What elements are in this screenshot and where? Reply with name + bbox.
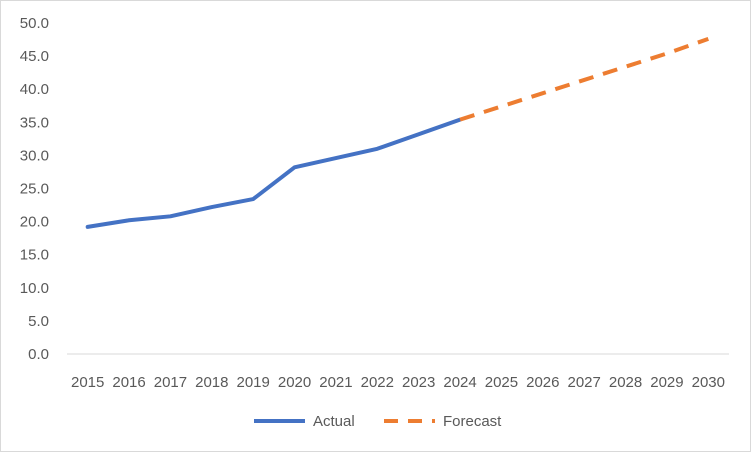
x-tick-label: 2026 [526, 374, 559, 391]
x-tick-label: 2029 [650, 374, 683, 391]
y-tick-label: 30.0 [20, 147, 49, 164]
x-tick-label: 2027 [568, 374, 601, 391]
x-tick-label: 2025 [485, 374, 518, 391]
legend-label-forecast: Forecast [443, 413, 502, 430]
y-tick-label: 45.0 [20, 48, 49, 65]
x-tick-label: 2018 [195, 374, 228, 391]
y-tick-label: 40.0 [20, 81, 49, 98]
x-tick-label: 2030 [692, 374, 725, 391]
y-axis-ticks: 0.0 5.0 10.0 15.0 20.0 25.0 30.0 35.0 40.0 45.0 50… [20, 15, 49, 363]
x-tick-label: 2024 [443, 374, 476, 391]
x-tick-label: 2023 [402, 374, 435, 391]
y-tick-label: 35.0 [20, 114, 49, 131]
x-tick-label: 2019 [237, 374, 270, 391]
y-tick-label: 0.0 [28, 346, 49, 363]
y-tick-label: 15.0 [20, 247, 49, 264]
x-tick-label: 2022 [361, 374, 394, 391]
x-tick-label: 2028 [609, 374, 642, 391]
x-axis-ticks: 2015 2016 2017 2018 2019 2020 2021 2022 2023 2024… [71, 374, 725, 391]
y-tick-label: 10.0 [20, 280, 49, 297]
series-layer [85, 37, 709, 229]
x-tick-label: 2017 [154, 374, 187, 391]
legend-label-actual: Actual [313, 413, 355, 430]
legend: Actual Forecast [254, 413, 502, 430]
x-tick-label: 2021 [319, 374, 352, 391]
y-tick-label: 50.0 [20, 15, 49, 32]
series-line-forecast [459, 37, 709, 122]
series-line-actual [85, 117, 463, 229]
x-tick-label: 2015 [71, 374, 104, 391]
y-tick-label: 25.0 [20, 181, 49, 198]
y-tick-label: 20.0 [20, 214, 49, 231]
x-tick-label: 2020 [278, 374, 311, 391]
y-tick-label: 5.0 [28, 313, 49, 330]
x-tick-label: 2016 [112, 374, 145, 391]
